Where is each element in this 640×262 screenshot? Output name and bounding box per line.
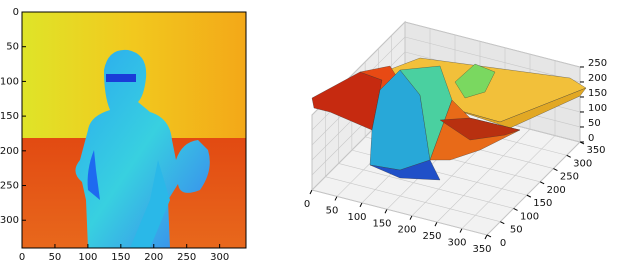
y-tick-label: 200 [547,185,566,196]
grid-line [486,141,581,236]
x-tick-label: 300 [210,252,229,262]
grid-line [436,128,531,223]
x-tick-label: 0 [19,252,25,262]
surface: 0501001502002503003500501001502002503003… [304,20,607,255]
y-tick [553,168,558,171]
x-tick-label: 100 [78,252,97,262]
x-tick [334,196,338,201]
y-tick-label: 200 [0,146,19,157]
x-tick-label: 100 [347,212,366,223]
y-tick [526,194,532,198]
y-tick-label: 300 [0,215,19,226]
y-tick [500,221,505,225]
x-tick [484,234,488,240]
x-tick-label: 150 [372,218,391,229]
x-tick [409,215,413,220]
surface-patch [439,117,521,141]
x-tick-label: 0 [304,199,310,210]
y-tick [539,181,545,185]
y-tick-label: 150 [0,111,19,122]
z-tick-label: 0 [588,133,594,144]
x-tick-label: 50 [49,252,62,262]
y-tick-label: 100 [520,211,539,222]
x-tick-label: 50 [326,205,339,216]
grid-line [311,189,488,236]
y-tick-label: 50 [6,42,19,53]
x-tick-label: 150 [111,252,130,262]
y-tick-label: 0 [500,238,506,249]
y-tick-label: 350 [586,145,605,156]
grid-line [325,176,501,222]
y-tick-label: 50 [510,225,523,236]
x-tick-label: 300 [447,238,466,249]
y-tick-label: 250 [0,181,19,192]
y-tick [486,234,492,238]
x-tick [459,228,463,233]
z-tick-label: 100 [588,103,607,114]
x-tick [384,209,388,214]
x-tick-label: 350 [472,244,491,255]
x-tick [434,221,438,227]
x-tick-label: 250 [177,252,196,262]
y-tick-label: 100 [0,76,19,87]
x-tick-label: 200 [144,252,163,262]
x-tick [309,189,313,195]
y-tick [566,154,571,158]
x-tick [359,202,363,208]
z-tick-label: 200 [588,73,607,84]
z-tick-label: 150 [588,88,607,99]
grid-line [338,163,514,209]
grid-line [404,21,581,68]
surface-patch [454,63,496,99]
y-tick-label: 150 [533,198,552,209]
grid-line [461,135,556,229]
image-frame [21,11,247,249]
grid-line [404,36,581,83]
y-tick [513,207,518,211]
x-tick-label: 250 [422,231,441,242]
z-tick-label: 250 [588,58,607,69]
z-tick-label: 50 [588,118,601,129]
y-tick-label: 300 [573,158,592,169]
image [22,12,246,248]
y-tick-label: 0 [13,7,19,18]
surface-patch [449,87,587,129]
x-tick-label: 200 [397,225,416,236]
y-tick-label: 250 [560,172,579,183]
surface-patch [369,159,441,181]
